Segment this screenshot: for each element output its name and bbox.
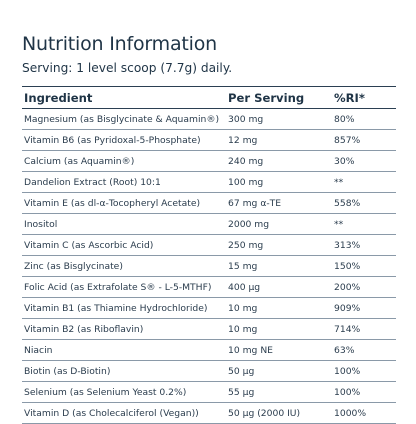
cell-per-serving: 2000 mg (228, 218, 270, 230)
table-row: Vitamin C (as Ascorbic Acid) 250 mg 313% (22, 235, 396, 256)
cell-ri: 857% (334, 134, 361, 146)
cell-ri: 30% (334, 155, 355, 167)
nutrition-panel: Nutrition Information Serving: 1 level s… (22, 32, 396, 424)
cell-ingredient: Vitamin C (as Ascorbic Acid) (24, 239, 154, 251)
cell-per-serving: 300 mg (228, 113, 264, 125)
nutrition-table: Ingredient Per Serving %RI* Magnesium (a… (22, 86, 396, 424)
table-row: Biotin (as D-Biotin) 50 µg 100% (22, 361, 396, 382)
cell-ri: 714% (334, 323, 361, 335)
cell-ingredient: Biotin (as D-Biotin) (24, 365, 111, 377)
cell-per-serving: 67 mg α-TE (228, 197, 282, 209)
cell-per-serving: 400 µg (228, 281, 261, 293)
cell-per-serving: 10 mg NE (228, 344, 273, 356)
page-title: Nutrition Information (22, 33, 218, 55)
table-row: Niacin 10 mg NE 63% (22, 340, 396, 361)
cell-per-serving: 240 mg (228, 155, 264, 167)
cell-per-serving: 250 mg (228, 239, 264, 251)
header-ri: %RI* (334, 90, 365, 105)
cell-ri: 100% (334, 365, 361, 377)
cell-ingredient: Calcium (as Aquamin®) (24, 155, 135, 167)
cell-ingredient: Vitamin B2 (as Riboflavin) (24, 323, 144, 335)
cell-ingredient: Magnesium (as Bisglycinate & Aquamin®) (24, 113, 220, 125)
cell-ri: 313% (334, 239, 361, 251)
table-row: Vitamin B6 (as Pyridoxal-5-Phosphate) 12… (22, 130, 396, 151)
cell-ingredient: Inositol (24, 218, 58, 230)
cell-ri: 100% (334, 386, 361, 398)
cell-ri: 150% (334, 260, 361, 272)
cell-per-serving: 100 mg (228, 176, 264, 188)
cell-per-serving: 10 mg (228, 323, 258, 335)
cell-per-serving: 50 µg (228, 365, 255, 377)
cell-ingredient: Niacin (24, 344, 53, 356)
cell-ingredient: Vitamin B6 (as Pyridoxal-5-Phosphate) (24, 134, 201, 146)
cell-ingredient: Vitamin B1 (as Thiamine Hydrochloride) (24, 302, 208, 314)
table-row: Calcium (as Aquamin®) 240 mg 30% (22, 151, 396, 172)
cell-ingredient: Vitamin E (as dl-α-Tocopheryl Acetate) (24, 197, 201, 209)
cell-ri: 558% (334, 197, 361, 209)
cell-ri: 200% (334, 281, 361, 293)
table-row: Inositol 2000 mg ** (22, 214, 396, 235)
header-ingredient: Ingredient (24, 90, 93, 105)
table-row: Vitamin B2 (as Riboflavin) 10 mg 714% (22, 319, 396, 340)
table-row: Vitamin E (as dl-α-Tocopheryl Acetate) 6… (22, 193, 396, 214)
table-row: Folic Acid (as Extrafolate S® - L-5-MTHF… (22, 277, 396, 298)
cell-ingredient: Selenium (as Selenium Yeast 0.2%) (24, 386, 187, 398)
cell-ingredient: Vitamin D (as Cholecalciferol (Vegan)) (24, 407, 199, 419)
serving-info: Serving: 1 level scoop (7.7g) daily. (22, 61, 233, 75)
table-row: Vitamin D (as Cholecalciferol (Vegan)) 5… (22, 403, 396, 424)
cell-ri: ** (334, 176, 344, 188)
table-row: Magnesium (as Bisglycinate & Aquamin®) 3… (22, 109, 396, 130)
cell-per-serving: 50 µg (2000 IU) (228, 407, 301, 419)
cell-ri: ** (334, 218, 344, 230)
cell-ri: 63% (334, 344, 355, 356)
cell-ingredient: Zinc (as Bisglycinate) (24, 260, 123, 272)
cell-ingredient: Dandelion Extract (Root) 10:1 (24, 176, 161, 188)
table-row: Dandelion Extract (Root) 10:1 100 mg ** (22, 172, 396, 193)
header-per-serving: Per Serving (228, 90, 305, 105)
table-row: Vitamin B1 (as Thiamine Hydrochloride) 1… (22, 298, 396, 319)
cell-per-serving: 55 µg (228, 386, 255, 398)
cell-per-serving: 10 mg (228, 302, 258, 314)
table-row: Zinc (as Bisglycinate) 15 mg 150% (22, 256, 396, 277)
cell-ingredient: Folic Acid (as Extrafolate S® - L-5-MTHF… (24, 281, 212, 293)
cell-ri: 1000% (334, 407, 367, 419)
cell-ri: 80% (334, 113, 355, 125)
cell-ri: 909% (334, 302, 361, 314)
table-header: Ingredient Per Serving %RI* (22, 87, 396, 109)
cell-per-serving: 12 mg (228, 134, 258, 146)
table-row: Selenium (as Selenium Yeast 0.2%) 55 µg … (22, 382, 396, 403)
cell-per-serving: 15 mg (228, 260, 258, 272)
